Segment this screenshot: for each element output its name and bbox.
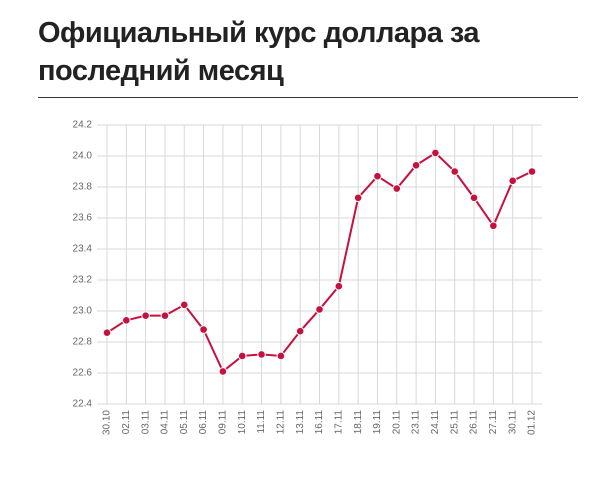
x-tick-label: 25.11 [449, 410, 460, 435]
x-tick-label: 03.11 [140, 410, 151, 435]
point [431, 148, 440, 158]
x-tick-label: 27.11 [488, 410, 499, 435]
y-tick-label: 24.2 [73, 120, 93, 131]
x-tick-label: 30.10 [102, 410, 113, 435]
point [315, 305, 324, 314]
point [295, 326, 305, 336]
point [527, 167, 537, 176]
point [392, 184, 402, 193]
y-tick-label: 22.6 [73, 368, 93, 379]
y-tick-label: 23.6 [73, 213, 93, 224]
point [257, 350, 266, 359]
x-tick-label: 19.11 [372, 410, 383, 435]
x-tick-label: 16.11 [314, 410, 325, 435]
point [237, 351, 247, 361]
x-tick-label: 10.11 [237, 410, 248, 435]
point [179, 300, 189, 310]
x-tick-label: 26.11 [469, 410, 480, 435]
x-tick-label: 12.11 [276, 410, 287, 435]
point [199, 325, 208, 334]
point [160, 311, 170, 320]
y-tick-label: 22.4 [73, 399, 93, 410]
x-tick-label: 23.11 [411, 410, 422, 435]
x-tick-label: 13.11 [295, 410, 306, 435]
point [489, 221, 498, 231]
point [450, 167, 460, 176]
x-tick-label: 20.11 [391, 410, 402, 435]
x-tick-label: 30.11 [507, 410, 518, 435]
y-tick-label: 23.2 [73, 275, 93, 286]
x-tick-label: 17.11 [333, 410, 344, 435]
point [122, 316, 131, 325]
x-tick-label: 18.11 [353, 410, 364, 435]
title-rule [38, 97, 578, 98]
x-tick-label: 04.11 [160, 410, 171, 435]
point [334, 281, 344, 291]
y-tick-label: 24.0 [73, 151, 93, 162]
point [141, 311, 150, 320]
point [276, 351, 286, 361]
point [373, 171, 382, 181]
x-tick-label: 09.11 [218, 410, 229, 435]
point [353, 193, 363, 203]
x-tick-label: 24.11 [430, 410, 441, 435]
point [411, 161, 421, 170]
chart-title: Официальный курс доллара за последний ме… [38, 17, 480, 87]
point [102, 328, 112, 338]
x-tick-label: 11.11 [256, 410, 267, 434]
x-tick-label: 01.12 [527, 410, 538, 435]
point [218, 367, 228, 376]
x-tick-label: 05.11 [179, 410, 190, 435]
point [469, 193, 479, 203]
x-tick-label: 06.11 [198, 410, 209, 435]
x-tick-label: 02.11 [121, 410, 132, 435]
y-tick-label: 23.0 [73, 306, 93, 317]
y-tick-label: 22.8 [73, 337, 93, 348]
y-tick-label: 23.4 [73, 244, 93, 255]
point [508, 176, 517, 186]
y-tick-label: 23.8 [73, 182, 93, 193]
